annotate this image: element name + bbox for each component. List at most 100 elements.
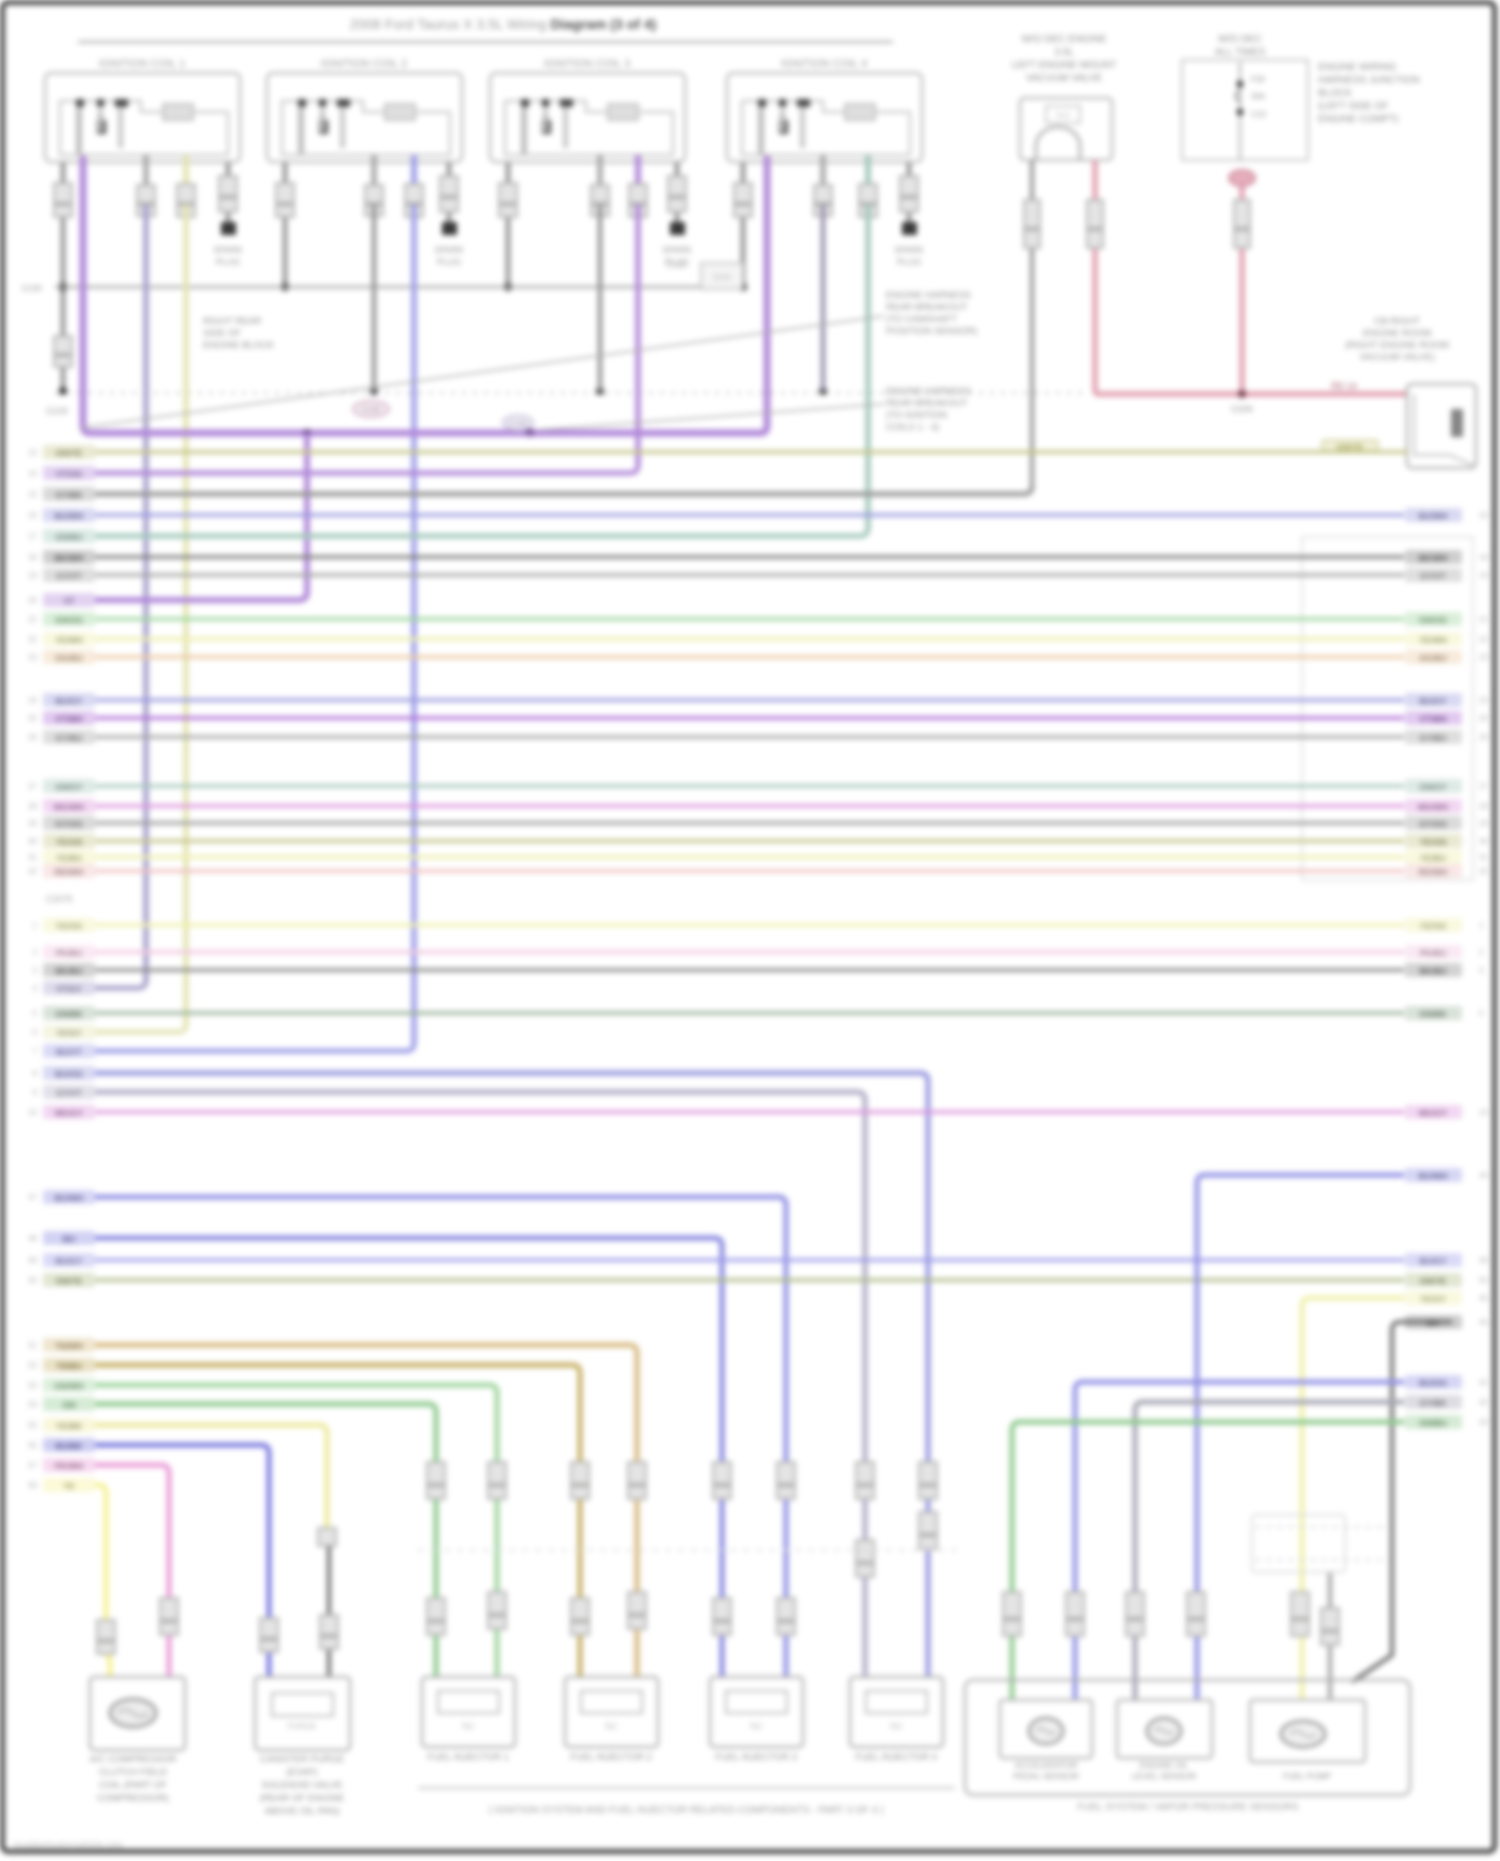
svg-text:POSITION SENSOR): POSITION SENSOR) bbox=[886, 326, 977, 337]
svg-text:BK: BK bbox=[1427, 1318, 1440, 1328]
svg-text:26: 26 bbox=[1479, 733, 1488, 742]
svg-text:44: 44 bbox=[1479, 1171, 1488, 1180]
svg-text:PK/BU: PK/BU bbox=[56, 948, 82, 958]
svg-text:20: 20 bbox=[28, 596, 37, 605]
svg-text:BU: BU bbox=[63, 1234, 75, 1244]
svg-text:18: 18 bbox=[28, 553, 37, 562]
svg-text:3.5L: 3.5L bbox=[1054, 47, 1074, 58]
svg-text:GY/BU: GY/BU bbox=[56, 733, 83, 743]
svg-text:GN/BU: GN/BU bbox=[55, 532, 82, 542]
svg-text:CANISTER PURGE: CANISTER PURGE bbox=[260, 1754, 344, 1765]
svg-text:BK/BU: BK/BU bbox=[1420, 966, 1447, 976]
svg-text:W/O DEC: W/O DEC bbox=[1218, 34, 1262, 45]
svg-text:BU/VT: BU/VT bbox=[56, 1047, 82, 1057]
svg-text:IGNITION COIL 2: IGNITION COIL 2 bbox=[321, 58, 407, 70]
svg-text:19: 19 bbox=[28, 571, 37, 580]
svg-text:GN/GY: GN/GY bbox=[1419, 782, 1447, 792]
svg-text:TN/WH: TN/WH bbox=[55, 1341, 83, 1351]
svg-text:BLOCK: BLOCK bbox=[1318, 88, 1352, 99]
svg-text:48: 48 bbox=[28, 1234, 37, 1243]
svg-text:YE/GN: YE/GN bbox=[1420, 837, 1446, 847]
svg-text:GN/BU: GN/BU bbox=[1419, 1418, 1446, 1428]
svg-text:FUEL INJECTOR 4: FUEL INJECTOR 4 bbox=[855, 1752, 937, 1763]
svg-text:INJ: INJ bbox=[750, 1722, 762, 1731]
svg-text:ENGINE WIRING: ENGINE WIRING bbox=[1318, 62, 1397, 73]
svg-text:GN/YE: GN/YE bbox=[56, 1276, 83, 1286]
svg-text:PK/WH: PK/WH bbox=[55, 1461, 83, 1471]
svg-text:PLUG: PLUG bbox=[897, 257, 922, 267]
svg-text:PLUG: PLUG bbox=[216, 257, 241, 267]
svg-text:BU/GY: BU/GY bbox=[56, 696, 83, 706]
svg-text:MG/WH: MG/WH bbox=[1418, 802, 1448, 812]
svg-text:G100: G100 bbox=[21, 283, 42, 293]
svg-text:BU/WH: BU/WH bbox=[1419, 1171, 1448, 1181]
svg-text:ALL TIMES: ALL TIMES bbox=[1215, 47, 1266, 58]
svg-text:RD 14: RD 14 bbox=[1331, 381, 1357, 391]
svg-text:29: 29 bbox=[1479, 819, 1488, 828]
svg-text:2: 2 bbox=[33, 948, 38, 957]
svg-text:YE/BK: YE/BK bbox=[56, 1421, 83, 1431]
svg-text:IGNITION COIL 3: IGNITION COIL 3 bbox=[544, 58, 630, 70]
svg-text:31: 31 bbox=[1479, 853, 1488, 862]
svg-text:(TO CAMSHAFT: (TO CAMSHAFT bbox=[886, 314, 957, 325]
svg-text:VLV: VLV bbox=[1056, 111, 1071, 120]
svg-text:(REAR OF ENGINE: (REAR OF ENGINE bbox=[260, 1793, 344, 1804]
svg-text:C2075: C2075 bbox=[46, 894, 73, 904]
svg-text:C10: C10 bbox=[1251, 110, 1266, 119]
svg-text:GN: GN bbox=[63, 1400, 76, 1410]
svg-text:REAR BREAKOUT: REAR BREAKOUT bbox=[886, 302, 967, 313]
svg-text:OG/BU: OG/BU bbox=[55, 653, 83, 663]
svg-text:BK/BU: BK/BU bbox=[56, 966, 83, 976]
svg-text:REAR BREAKOUT: REAR BREAKOUT bbox=[886, 398, 967, 409]
svg-text:YE/GN: YE/GN bbox=[56, 837, 82, 847]
svg-text:42: 42 bbox=[1479, 1398, 1488, 1407]
svg-text:CB-RIGHT: CB-RIGHT bbox=[1374, 316, 1420, 327]
svg-text:OG/BU: OG/BU bbox=[1419, 653, 1447, 663]
svg-text:BU/WH: BU/WH bbox=[55, 511, 84, 521]
svg-text:FUEL SYSTEM / VAPOR PRESSURE S: FUEL SYSTEM / VAPOR PRESSURE SENSORS bbox=[1077, 1802, 1298, 1813]
svg-text:FUEL INJECTOR 1: FUEL INJECTOR 1 bbox=[427, 1752, 509, 1763]
svg-text:18: 18 bbox=[1479, 553, 1488, 562]
svg-text:ENGINE ROOM: ENGINE ROOM bbox=[1363, 328, 1432, 339]
svg-text:RIGHT REAR: RIGHT REAR bbox=[203, 316, 262, 327]
svg-text:IGNITION COIL 4: IGNITION COIL 4 bbox=[781, 58, 867, 70]
svg-text:BU/OG: BU/OG bbox=[55, 1069, 83, 1079]
svg-text:25: 25 bbox=[1479, 714, 1488, 723]
svg-text:ACCELERATOR: ACCELERATOR bbox=[1015, 1760, 1078, 1770]
svg-text:VACUUM VALVE): VACUUM VALVE) bbox=[1359, 352, 1435, 363]
svg-text:21: 21 bbox=[28, 615, 37, 624]
svg-text:LEVEL SENSOR: LEVEL SENSOR bbox=[1132, 1771, 1196, 1781]
svg-text:30: 30 bbox=[1479, 837, 1488, 846]
svg-text:SOLENOID VALVE: SOLENOID VALVE bbox=[262, 1780, 343, 1791]
svg-text:VT/WH: VT/WH bbox=[1419, 714, 1446, 724]
svg-text:10: 10 bbox=[1479, 1108, 1488, 1117]
svg-text:CLUTCH FIELD: CLUTCH FIELD bbox=[99, 1767, 167, 1778]
svg-text:14: 14 bbox=[28, 469, 37, 478]
svg-text:COMPRESSOR): COMPRESSOR) bbox=[97, 1793, 169, 1804]
svg-text:49: 49 bbox=[28, 1256, 37, 1265]
svg-text:GY/BK: GY/BK bbox=[1420, 1398, 1448, 1408]
svg-text:YE/WH: YE/WH bbox=[1419, 635, 1447, 645]
svg-text:23: 23 bbox=[28, 653, 37, 662]
svg-text:GY/BU: GY/BU bbox=[1420, 733, 1447, 743]
svg-text:3: 3 bbox=[1479, 966, 1484, 975]
svg-text:16: 16 bbox=[1479, 511, 1488, 520]
svg-text:SPARK: SPARK bbox=[434, 245, 464, 255]
svg-text:C135: C135 bbox=[362, 405, 380, 414]
svg-text:28: 28 bbox=[28, 802, 37, 811]
svg-text:9: 9 bbox=[33, 1088, 38, 1097]
svg-text:YE/BU: YE/BU bbox=[56, 853, 82, 863]
svg-text:GY/OG: GY/OG bbox=[55, 819, 83, 829]
svg-text:53: 53 bbox=[28, 1381, 37, 1390]
svg-text:55: 55 bbox=[28, 1421, 37, 1430]
svg-text:58: 58 bbox=[28, 1481, 37, 1490]
svg-text:28: 28 bbox=[1479, 802, 1488, 811]
svg-text:IGNITION COIL 1: IGNITION COIL 1 bbox=[99, 58, 185, 70]
svg-text:ENGINE HARNESS: ENGINE HARNESS bbox=[886, 290, 971, 301]
svg-text:51: 51 bbox=[28, 1341, 37, 1350]
svg-text:43: 43 bbox=[1479, 1418, 1488, 1427]
svg-text:BU/GY: BU/GY bbox=[56, 1256, 83, 1266]
svg-text:INJ: INJ bbox=[462, 1722, 474, 1731]
svg-text:VACUUM VALVE: VACUUM VALVE bbox=[1026, 73, 1102, 84]
svg-text:RD/WH: RD/WH bbox=[55, 867, 84, 877]
